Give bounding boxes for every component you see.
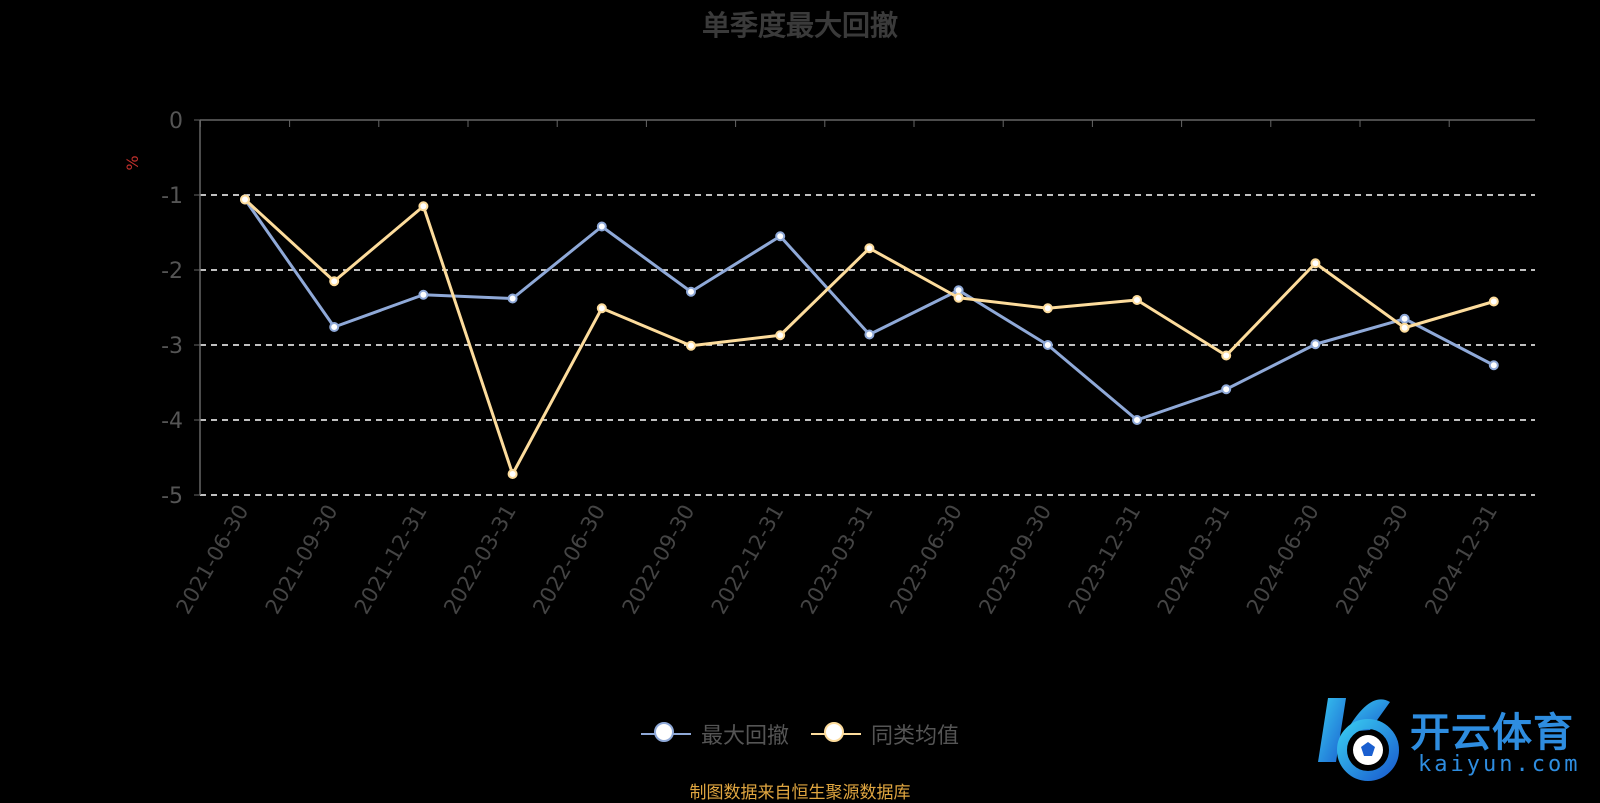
legend-item-max-drawdown[interactable]: 最大回撤 (640, 718, 789, 750)
data-point[interactable] (329, 276, 340, 287)
data-point[interactable] (1042, 340, 1053, 350)
data-point[interactable] (1310, 258, 1321, 269)
data-point[interactable] (507, 469, 518, 479)
data-point[interactable] (240, 194, 250, 205)
axis-labels: 0 -1 -2 -3 -4 -5% 2021-06-30 2021-09-30 2021-12-… (123, 109, 1502, 618)
x-tick-label: 2024-06-30 (1242, 501, 1324, 619)
source-note: 制图数据来自恒生聚源数据库 (689, 783, 911, 803)
legend: 最大回撤 同类均值 (0, 718, 1600, 750)
grid-lines (200, 194, 1535, 496)
x-tick-label: 2021-06-30 (172, 501, 254, 619)
x-tick-label: 2022-09-30 (618, 501, 700, 619)
x-tick-label: 2023-06-30 (885, 501, 967, 619)
x-tick-label: 2021-12-31 (350, 501, 432, 619)
y-tick-label: -2 (161, 259, 183, 284)
data-point[interactable] (418, 289, 429, 300)
data-point[interactable] (864, 329, 875, 340)
x-tick-label: 2023-03-31 (796, 501, 878, 619)
y-tick-label: -4 (161, 409, 183, 434)
logo-ball-icon (1318, 698, 1399, 781)
data-point[interactable] (1221, 384, 1232, 395)
data-point[interactable] (953, 292, 964, 303)
logo-subtext: kaiyun.com (1418, 752, 1581, 777)
logo-text: 开云体育 (1410, 710, 1574, 756)
y-tick-label: -3 (161, 334, 183, 359)
legend-label: 同类均值 (871, 724, 960, 749)
data-point[interactable] (775, 231, 786, 242)
legend-item-peer-average[interactable]: 同类均值 (811, 718, 959, 750)
y-tick-label: -5 (161, 484, 183, 509)
legend-symbol-icon (811, 722, 861, 746)
data-point[interactable] (775, 330, 786, 341)
data-point[interactable] (1310, 339, 1321, 350)
x-tick-label: 2022-03-31 (439, 501, 521, 619)
legend-label: 最大回撤 (700, 724, 789, 749)
x-tick-label: 2024-03-31 (1153, 501, 1235, 619)
data-point[interactable] (596, 303, 607, 314)
data-point[interactable] (1132, 415, 1142, 425)
data-point[interactable] (1399, 322, 1410, 333)
data-point[interactable] (1488, 360, 1499, 371)
x-tick-label: 2021-09-30 (261, 501, 343, 619)
y-tick-label: -1 (161, 184, 183, 209)
data-point[interactable] (418, 201, 429, 212)
x-tick-label: 2023-09-30 (974, 501, 1056, 619)
data-point[interactable] (1399, 313, 1410, 324)
x-tick-label: 2024-12-31 (1420, 501, 1502, 619)
legend-symbol-icon (640, 722, 691, 746)
y-tick-label: 0 (169, 109, 183, 134)
data-point[interactable] (329, 322, 340, 332)
data-point[interactable] (1132, 295, 1142, 305)
y-axis-label: % (123, 155, 142, 170)
chart-title: 单季度最大回撤 (701, 9, 898, 42)
series-lines (240, 194, 1499, 479)
x-tick-label: 2022-06-30 (528, 501, 610, 619)
data-point[interactable] (1488, 296, 1499, 307)
data-point[interactable] (1042, 303, 1053, 314)
data-point[interactable] (596, 221, 607, 232)
data-point[interactable] (507, 293, 518, 304)
data-point[interactable] (686, 286, 696, 297)
data-point[interactable] (864, 243, 875, 254)
data-point[interactable] (686, 340, 696, 351)
x-tick-label: 2022-12-31 (707, 501, 789, 619)
x-tick-label: 2024-09-30 (1331, 501, 1413, 619)
axes (194, 119, 1535, 496)
data-point[interactable] (1221, 350, 1232, 361)
brand-logo: 开云体育 kaiyun.com (1310, 692, 1600, 792)
x-tick-label: 2023-12-31 (1064, 501, 1146, 619)
